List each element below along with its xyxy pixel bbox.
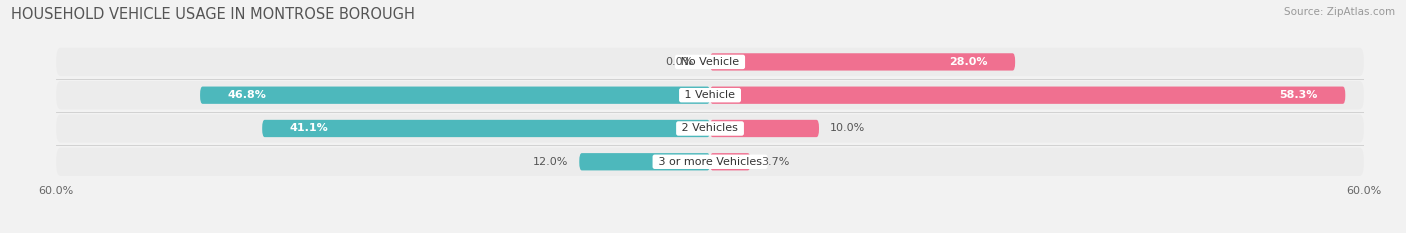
Text: HOUSEHOLD VEHICLE USAGE IN MONTROSE BOROUGH: HOUSEHOLD VEHICLE USAGE IN MONTROSE BORO… [11,7,415,22]
FancyBboxPatch shape [710,153,751,170]
Text: 41.1%: 41.1% [290,123,328,134]
FancyBboxPatch shape [710,53,1015,71]
Text: 1 Vehicle: 1 Vehicle [682,90,738,100]
Text: 2 Vehicles: 2 Vehicles [678,123,742,134]
Text: 58.3%: 58.3% [1279,90,1317,100]
Text: 3 or more Vehicles: 3 or more Vehicles [655,157,765,167]
FancyBboxPatch shape [710,120,818,137]
FancyBboxPatch shape [579,153,710,170]
Text: 3.7%: 3.7% [761,157,790,167]
FancyBboxPatch shape [262,120,710,137]
FancyBboxPatch shape [56,148,1364,176]
Text: 10.0%: 10.0% [830,123,865,134]
FancyBboxPatch shape [56,81,1364,109]
FancyBboxPatch shape [200,86,710,104]
Text: No Vehicle: No Vehicle [678,57,742,67]
Text: 46.8%: 46.8% [228,90,266,100]
Text: Source: ZipAtlas.com: Source: ZipAtlas.com [1284,7,1395,17]
Text: 28.0%: 28.0% [949,57,988,67]
Text: 0.0%: 0.0% [665,57,693,67]
Text: 12.0%: 12.0% [533,157,568,167]
FancyBboxPatch shape [56,114,1364,143]
FancyBboxPatch shape [710,86,1346,104]
FancyBboxPatch shape [56,48,1364,76]
